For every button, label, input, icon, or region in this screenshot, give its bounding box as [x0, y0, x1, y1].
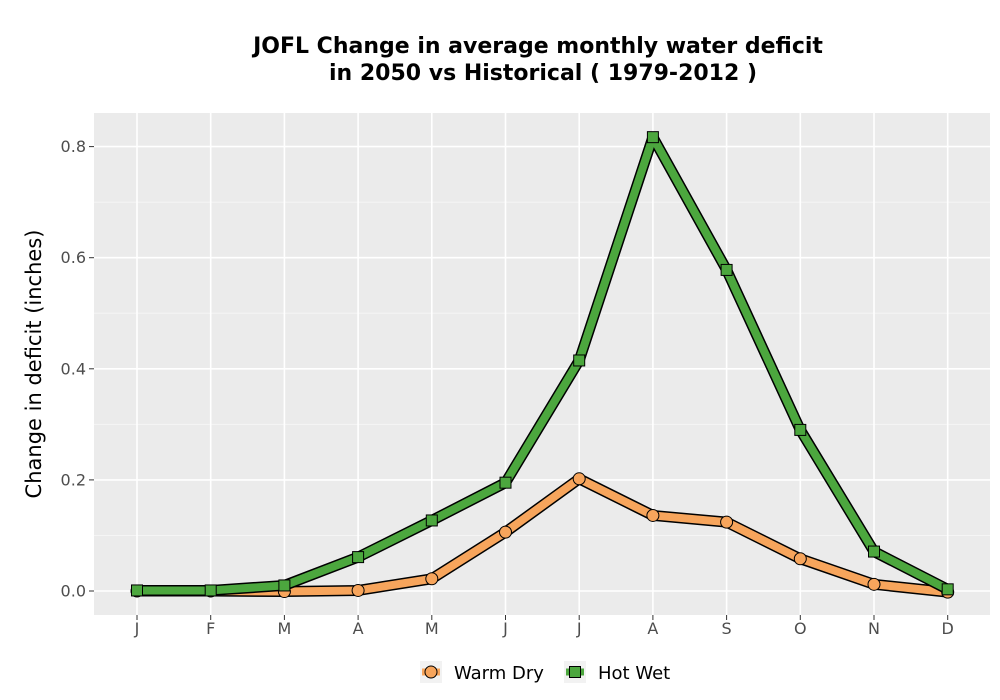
data-point	[352, 551, 365, 564]
x-tick-label: M	[425, 619, 439, 638]
chart-title: JOFL Change in average monthly water def…	[251, 34, 823, 86]
axes: 0.0 0.2 0.4 0.6 0.8 J F M A M J J A S O N D	[61, 137, 954, 638]
legend-label: Hot Wet	[598, 663, 670, 684]
data-point	[868, 545, 880, 558]
x-tick-label: N	[868, 619, 880, 638]
x-tick-label: A	[353, 619, 364, 638]
plot-panel	[94, 113, 990, 615]
data-point	[867, 577, 881, 591]
chart-title-line2: in 2050 vs Historical ( 1979-2012 )	[329, 61, 757, 86]
data-point	[646, 131, 659, 144]
data-point	[720, 263, 733, 276]
chart-title-line1: JOFL Change in average monthly water def…	[251, 34, 823, 59]
y-tick-label: 0.2	[61, 470, 86, 489]
legend-label: Warm Dry	[454, 663, 544, 684]
y-tick-label: 0.8	[61, 137, 86, 156]
x-tick-label: J	[576, 619, 582, 638]
x-tick-label: F	[206, 619, 215, 638]
data-point	[720, 515, 734, 529]
x-tick-label: M	[277, 619, 291, 638]
data-point	[351, 583, 365, 597]
legend: Warm Dry Hot Wet	[420, 661, 670, 684]
legend-item: Warm Dry	[420, 661, 544, 684]
data-point	[204, 584, 217, 597]
data-point	[794, 423, 807, 436]
x-tick-label: A	[647, 619, 658, 638]
series-layer	[130, 131, 955, 599]
y-tick-label: 0.4	[61, 359, 86, 378]
data-point	[793, 552, 807, 566]
x-tick-label: O	[794, 619, 807, 638]
x-tick-label: D	[942, 619, 954, 638]
data-point	[425, 514, 438, 527]
x-tick-label: J	[134, 619, 140, 638]
data-point	[425, 572, 439, 586]
y-axis-label: Change in deficit (inches)	[22, 230, 46, 499]
y-tick-label: 0.0	[61, 582, 86, 601]
data-point	[499, 525, 512, 539]
x-tick-label: J	[502, 619, 508, 638]
legend-key-marker	[424, 665, 438, 679]
legend-item: Hot Wet	[564, 661, 670, 684]
data-point	[646, 508, 660, 522]
data-point	[573, 354, 586, 367]
data-point	[278, 579, 291, 592]
y-tick-label: 0.6	[61, 248, 86, 267]
series-hot-wet	[131, 131, 954, 597]
x-tick-label: S	[722, 619, 732, 638]
data-point	[131, 584, 143, 597]
legend-key-marker	[569, 666, 581, 678]
data-point	[572, 472, 586, 486]
gridlines	[94, 113, 990, 615]
series-line	[133, 133, 952, 595]
data-point	[499, 476, 512, 489]
data-point	[941, 583, 954, 596]
